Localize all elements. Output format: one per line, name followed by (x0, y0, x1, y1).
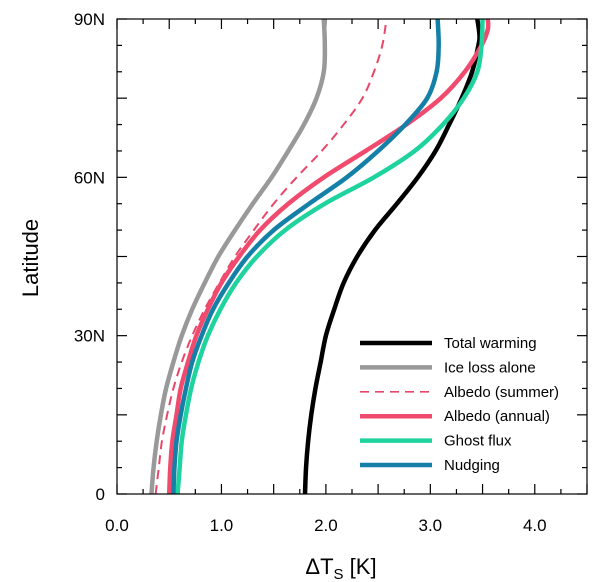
x-axis-title-unit: [K] (344, 554, 377, 579)
series-layer (149, 18, 491, 495)
series-line-albedo-summer (154, 18, 388, 495)
legend: Total warming Ice loss alone Albedo (summe… (360, 335, 559, 474)
legend-label: Nudging (444, 457, 500, 474)
x-axis-title-main: ΔT (305, 554, 333, 579)
x-axis-title: ΔTS [K] (305, 554, 376, 582)
series-line-total-warming (302, 18, 482, 495)
legend-label: Total warming (444, 335, 537, 352)
series-line-ice-loss-alone (149, 18, 328, 495)
y-tick-label: 90N (74, 10, 105, 29)
series-line-ghost-flux (175, 18, 485, 495)
series-line-albedo-annual (166, 18, 491, 495)
x-tick-label: 3.0 (419, 516, 443, 535)
y-axis-title: Latitude (18, 219, 43, 297)
x-tick-label: 2.0 (314, 516, 338, 535)
legend-label: Ghost flux (444, 433, 512, 450)
y-tick-label: 0 (96, 485, 105, 504)
plot-frame (116, 18, 588, 495)
x-tick-label: 0.0 (105, 516, 129, 535)
legend-label: Ice loss alone (444, 359, 536, 376)
x-tick-label: 4.0 (523, 516, 547, 535)
y-tick-label: 60N (74, 168, 105, 187)
series-line-nudging (171, 18, 441, 495)
labels-layer: 0.0 1.0 2.0 3.0 4.0 0 30N 60N 90N (74, 10, 547, 535)
y-tick-label: 30N (74, 327, 105, 346)
legend-label: Albedo (summer) (444, 384, 559, 401)
x-axis-title-subscript: S (334, 566, 344, 582)
x-tick-label: 1.0 (210, 516, 234, 535)
legend-label: Albedo (annual) (444, 408, 550, 425)
